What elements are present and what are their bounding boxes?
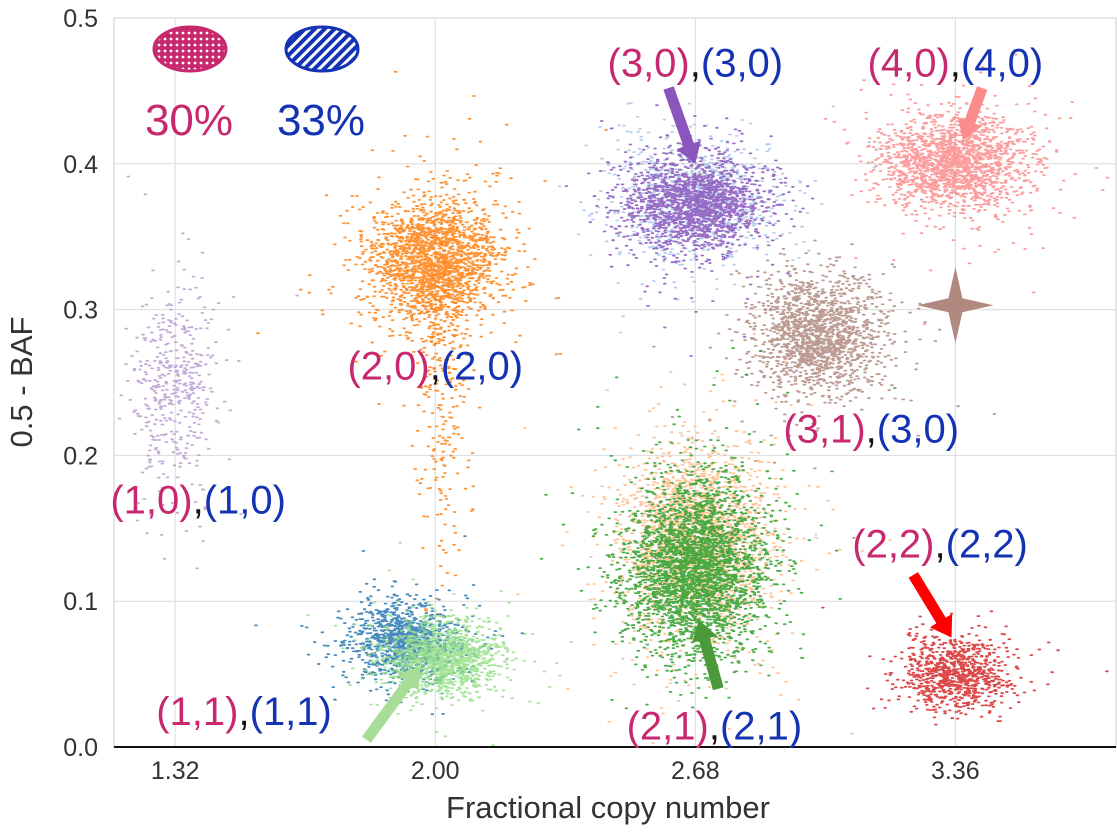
label-2-0: (2,0),(2,0) bbox=[347, 345, 523, 389]
clone-1-state: (1,1) bbox=[156, 690, 238, 734]
state-separator: , bbox=[866, 407, 877, 451]
cluster-purple bbox=[564, 104, 856, 357]
clone-2-state: (2,1) bbox=[720, 705, 802, 749]
state-separator: , bbox=[709, 705, 720, 749]
state-separator: , bbox=[950, 41, 961, 85]
cluster-green bbox=[539, 347, 897, 717]
y-tick-label: 0.1 bbox=[63, 588, 98, 616]
clone-1-marker bbox=[152, 25, 228, 73]
tick-labels: 0.0 0.1 0.2 0.3 0.4 0.5 1.32 2.00 2.68 3.36 bbox=[63, 5, 979, 785]
x-tick-label: 2.00 bbox=[411, 757, 460, 785]
label-1-0: (1,0),(1,0) bbox=[110, 479, 286, 523]
x-tick-label: 2.68 bbox=[671, 757, 720, 785]
clone-2-state: (1,0) bbox=[204, 479, 286, 523]
state-separator: , bbox=[238, 690, 249, 734]
cluster-orange-tail bbox=[393, 70, 492, 649]
arrow-2-1 bbox=[692, 620, 724, 691]
y-tick-label: 0.4 bbox=[63, 151, 98, 179]
clone-2-state: (3,0) bbox=[701, 41, 783, 85]
x-axis-label: Fractional copy number bbox=[446, 790, 770, 825]
cluster-labels: (3,0),(3,0) (4,0),(4,0)(2,0),(2,0)(3,1),(… bbox=[110, 41, 1043, 748]
y-tick-label: 0.2 bbox=[63, 442, 98, 470]
clone-2-state: (3,0) bbox=[877, 407, 959, 451]
arrows bbox=[362, 86, 994, 743]
clone-2-state: (2,2) bbox=[946, 522, 1028, 566]
cluster-brown bbox=[652, 173, 997, 565]
y-tick-label: 0.5 bbox=[63, 5, 98, 33]
y-tick-label: 0.0 bbox=[63, 734, 98, 762]
clone-1-state: (2,2) bbox=[852, 522, 934, 566]
arrow-1-1 bbox=[362, 666, 420, 743]
clone-2-marker-label: 33% bbox=[277, 96, 365, 145]
state-separator: , bbox=[935, 522, 946, 566]
cluster-lavender bbox=[117, 175, 299, 570]
clone-1-marker-label: 30% bbox=[145, 96, 233, 145]
clone-2-marker bbox=[284, 25, 360, 73]
label-3-0: (3,0),(3,0) bbox=[608, 41, 784, 85]
arrow-4-0 bbox=[957, 86, 988, 141]
clone-1-state: (3,0) bbox=[608, 41, 690, 85]
arrow-2-2 bbox=[908, 572, 953, 638]
label-2-1: (2,1),(2,1) bbox=[627, 705, 803, 749]
clone-1-state: (2,0) bbox=[347, 345, 429, 389]
label-4-0: (4,0),(4,0) bbox=[868, 41, 1044, 85]
clone-2-state: (2,0) bbox=[441, 345, 523, 389]
state-separator: , bbox=[690, 41, 701, 85]
legend: 30% 33% bbox=[145, 25, 365, 145]
clone-1-state: (1,0) bbox=[110, 479, 192, 523]
state-separator: , bbox=[193, 479, 204, 523]
star-marker bbox=[917, 267, 994, 344]
scatter-points bbox=[117, 53, 1110, 746]
clone-1-state: (3,1) bbox=[783, 407, 865, 451]
cluster-light-green bbox=[306, 541, 574, 746]
label-3-1: (3,1),(3,0) bbox=[783, 407, 959, 451]
cluster-pink bbox=[823, 53, 1110, 326]
clone-1-state: (4,0) bbox=[868, 41, 950, 85]
y-axis-label: 0.5 - BAF bbox=[4, 317, 39, 448]
arrow-3-0 bbox=[663, 86, 701, 164]
state-separator: , bbox=[430, 345, 441, 389]
clone-2-state: (1,1) bbox=[250, 690, 332, 734]
label-2-2: (2,2),(2,2) bbox=[852, 522, 1028, 566]
x-tick-label: 3.36 bbox=[931, 757, 980, 785]
y-tick-label: 0.3 bbox=[63, 297, 98, 325]
plot-frame bbox=[113, 17, 1117, 748]
clone-2-state: (4,0) bbox=[961, 41, 1043, 85]
label-1-1: (1,1),(1,1) bbox=[156, 690, 332, 734]
x-tick-label: 1.32 bbox=[151, 757, 200, 785]
clone-1-state: (2,1) bbox=[627, 705, 709, 749]
cluster-orange bbox=[256, 95, 608, 409]
